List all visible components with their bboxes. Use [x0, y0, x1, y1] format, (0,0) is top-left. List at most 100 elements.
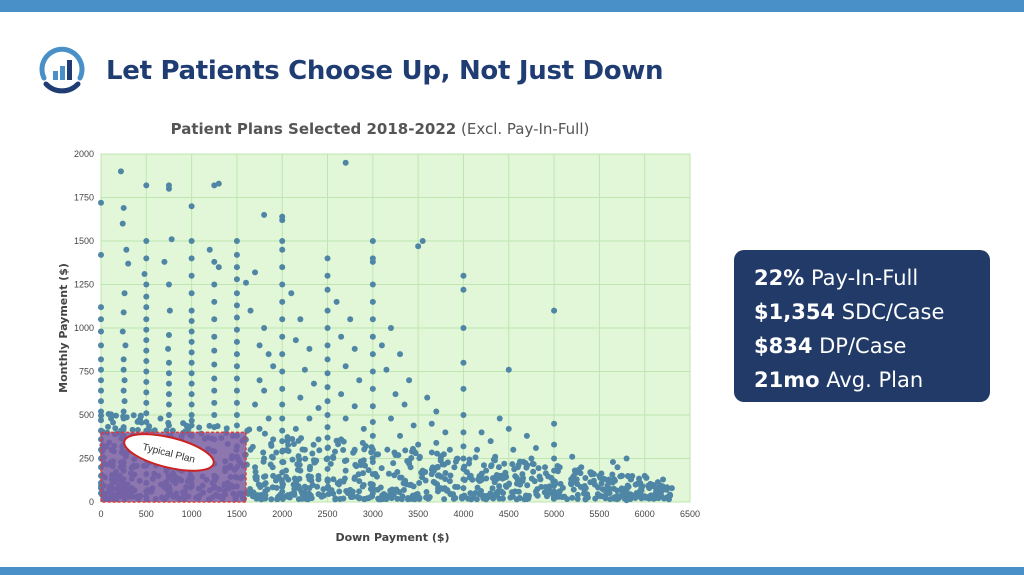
data-point [532, 445, 539, 452]
data-point [596, 472, 603, 479]
data-point [98, 304, 104, 311]
data-point [134, 426, 141, 433]
data-point [401, 401, 408, 408]
data-point [233, 314, 240, 321]
data-point [215, 180, 222, 187]
data-point [557, 480, 564, 487]
data-point [141, 271, 148, 278]
data-point [360, 425, 367, 432]
data-point [623, 486, 630, 493]
data-point [130, 412, 137, 419]
data-point [279, 316, 286, 323]
data-point [188, 370, 195, 377]
data-point [510, 446, 517, 453]
data-point [605, 478, 612, 485]
data-point [296, 485, 303, 492]
x-tick-label: 4500 [499, 509, 519, 519]
data-point [520, 458, 527, 465]
stat-label: Avg. Plan [826, 368, 924, 392]
data-point [279, 298, 286, 305]
data-point [505, 425, 512, 432]
data-point [369, 446, 376, 453]
data-point [336, 488, 343, 495]
data-point [373, 451, 380, 458]
data-point [215, 264, 222, 271]
data-point [296, 461, 303, 468]
data-point [261, 325, 268, 331]
data-point [211, 298, 218, 305]
data-point [351, 475, 358, 482]
data-point [183, 422, 190, 429]
data-point [369, 481, 376, 488]
data-point [340, 446, 347, 453]
data-point [406, 460, 413, 467]
data-point [509, 461, 516, 468]
data-point [310, 380, 317, 387]
data-point [188, 203, 195, 210]
data-point [654, 479, 661, 486]
data-point [369, 490, 376, 497]
data-point [351, 345, 358, 352]
data-point [460, 429, 467, 436]
data-point [120, 415, 127, 422]
stat-value: 21mo [754, 368, 820, 392]
stat-row-sdc-case: $1,354 SDC/Case [754, 295, 990, 329]
data-point [188, 338, 195, 345]
data-point [388, 492, 395, 499]
data-point [165, 345, 172, 352]
data-point [573, 476, 580, 483]
data-point [270, 472, 277, 479]
data-point [105, 423, 112, 430]
data-point [394, 495, 401, 502]
x-tick-label: 6000 [635, 509, 655, 519]
data-point [279, 368, 286, 375]
data-point [402, 447, 409, 454]
data-point [657, 489, 664, 496]
data-point [261, 481, 268, 488]
chart-title-bold: Patient Plans Selected 2018-2022 [170, 120, 457, 138]
data-point [598, 480, 605, 487]
data-point [316, 447, 323, 454]
data-point [472, 454, 479, 461]
data-point [98, 398, 104, 405]
data-point [143, 326, 150, 333]
data-point [120, 204, 127, 211]
data-point [397, 474, 404, 481]
data-point [489, 485, 496, 492]
data-point [524, 482, 531, 489]
data-point [551, 478, 558, 485]
data-point [279, 238, 286, 244]
x-tick-label: 5500 [589, 509, 609, 519]
data-point [369, 258, 376, 265]
x-tick-label: 2500 [318, 509, 338, 519]
data-point [301, 366, 308, 373]
data-point [410, 422, 417, 429]
data-point [290, 440, 297, 447]
typical-plan-ellipse [123, 433, 215, 472]
data-point [483, 475, 490, 482]
data-point [233, 422, 240, 429]
data-point [495, 464, 502, 471]
data-point [289, 456, 296, 463]
data-point [609, 471, 616, 478]
x-tick-label: 3500 [408, 509, 428, 519]
data-point [528, 455, 535, 462]
data-point [268, 496, 275, 503]
data-point [505, 366, 512, 373]
data-point [188, 307, 195, 314]
data-point [529, 460, 536, 467]
data-point [556, 488, 563, 495]
data-point [342, 467, 349, 474]
data-point [270, 363, 277, 370]
x-tick-label: 5000 [544, 509, 564, 519]
data-point [349, 493, 356, 500]
data-point [252, 464, 259, 471]
data-point [298, 435, 305, 442]
data-point [279, 479, 286, 486]
x-tick-label: 500 [139, 509, 154, 519]
data-point [342, 415, 349, 422]
data-point [119, 220, 126, 227]
data-point [587, 469, 594, 476]
data-point [423, 488, 430, 495]
data-point [324, 445, 331, 452]
